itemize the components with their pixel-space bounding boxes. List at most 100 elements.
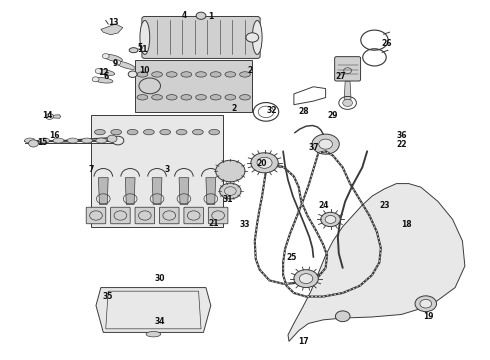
Text: 25: 25: [286, 253, 296, 262]
Ellipse shape: [146, 332, 161, 337]
Ellipse shape: [111, 130, 122, 135]
Circle shape: [319, 139, 332, 149]
Circle shape: [325, 216, 336, 224]
Circle shape: [114, 60, 121, 65]
Text: 11: 11: [137, 45, 147, 54]
Text: 30: 30: [154, 274, 165, 283]
Ellipse shape: [181, 72, 192, 77]
Ellipse shape: [68, 138, 78, 143]
Ellipse shape: [140, 21, 150, 54]
Polygon shape: [206, 178, 216, 204]
Text: 15: 15: [37, 138, 48, 147]
Circle shape: [312, 134, 339, 154]
Circle shape: [107, 135, 117, 142]
Ellipse shape: [181, 95, 192, 100]
Polygon shape: [101, 24, 123, 35]
Ellipse shape: [110, 138, 121, 143]
Circle shape: [343, 99, 352, 107]
Text: 19: 19: [423, 312, 434, 321]
Text: 17: 17: [298, 337, 309, 346]
Text: 18: 18: [401, 220, 412, 229]
Text: 31: 31: [222, 195, 233, 204]
Ellipse shape: [96, 138, 107, 143]
Circle shape: [335, 311, 350, 321]
Text: 29: 29: [328, 111, 338, 120]
Ellipse shape: [166, 95, 177, 100]
Ellipse shape: [104, 54, 122, 62]
Text: 22: 22: [396, 140, 407, 149]
Ellipse shape: [97, 69, 115, 75]
FancyBboxPatch shape: [111, 207, 130, 224]
Ellipse shape: [166, 72, 177, 77]
FancyBboxPatch shape: [208, 207, 228, 224]
Ellipse shape: [137, 72, 148, 77]
Ellipse shape: [94, 77, 113, 83]
Text: 28: 28: [298, 107, 309, 116]
Circle shape: [321, 212, 340, 226]
Circle shape: [415, 296, 437, 312]
Ellipse shape: [137, 95, 148, 100]
Polygon shape: [344, 81, 351, 99]
Ellipse shape: [252, 21, 262, 54]
Polygon shape: [135, 60, 252, 112]
FancyBboxPatch shape: [335, 57, 361, 81]
Text: 13: 13: [108, 18, 118, 27]
Circle shape: [299, 274, 313, 284]
Ellipse shape: [240, 95, 250, 100]
Ellipse shape: [127, 130, 138, 135]
Ellipse shape: [160, 130, 171, 135]
Text: 4: 4: [181, 10, 187, 19]
FancyBboxPatch shape: [86, 207, 106, 224]
Ellipse shape: [24, 138, 35, 143]
Text: 35: 35: [103, 292, 113, 301]
Text: 12: 12: [98, 68, 109, 77]
Circle shape: [46, 114, 53, 120]
Circle shape: [102, 54, 109, 59]
Text: 1: 1: [208, 12, 214, 21]
Text: 34: 34: [154, 317, 165, 326]
Polygon shape: [49, 115, 61, 118]
Polygon shape: [91, 116, 223, 226]
Text: 37: 37: [308, 143, 318, 152]
Circle shape: [220, 183, 241, 199]
Polygon shape: [152, 178, 162, 204]
FancyBboxPatch shape: [184, 207, 203, 224]
Ellipse shape: [210, 95, 221, 100]
Text: 2: 2: [247, 66, 253, 75]
Text: 36: 36: [396, 131, 407, 140]
Text: 21: 21: [208, 219, 219, 228]
Text: 7: 7: [88, 165, 94, 174]
FancyBboxPatch shape: [159, 207, 179, 224]
Circle shape: [28, 140, 38, 147]
Circle shape: [216, 160, 245, 182]
Text: 10: 10: [140, 66, 150, 75]
Circle shape: [257, 157, 272, 168]
Ellipse shape: [82, 138, 93, 143]
Circle shape: [112, 136, 124, 145]
Ellipse shape: [129, 48, 138, 53]
FancyBboxPatch shape: [142, 17, 260, 58]
Ellipse shape: [115, 61, 135, 69]
Text: 20: 20: [257, 159, 268, 168]
FancyBboxPatch shape: [135, 207, 155, 224]
Polygon shape: [179, 178, 189, 204]
Polygon shape: [288, 184, 465, 341]
Ellipse shape: [53, 138, 64, 143]
Ellipse shape: [196, 72, 206, 77]
Text: 9: 9: [113, 59, 118, 68]
Text: 6: 6: [103, 72, 108, 81]
Ellipse shape: [225, 72, 236, 77]
Ellipse shape: [95, 130, 105, 135]
Text: 23: 23: [379, 201, 390, 210]
Text: 26: 26: [381, 39, 392, 48]
Text: 3: 3: [164, 165, 170, 174]
Ellipse shape: [240, 72, 250, 77]
Circle shape: [139, 78, 160, 94]
Ellipse shape: [210, 72, 221, 77]
Text: 24: 24: [318, 201, 328, 210]
Ellipse shape: [152, 95, 162, 100]
Ellipse shape: [196, 95, 206, 100]
Circle shape: [92, 77, 99, 82]
Circle shape: [420, 300, 432, 308]
Text: 16: 16: [49, 131, 60, 140]
